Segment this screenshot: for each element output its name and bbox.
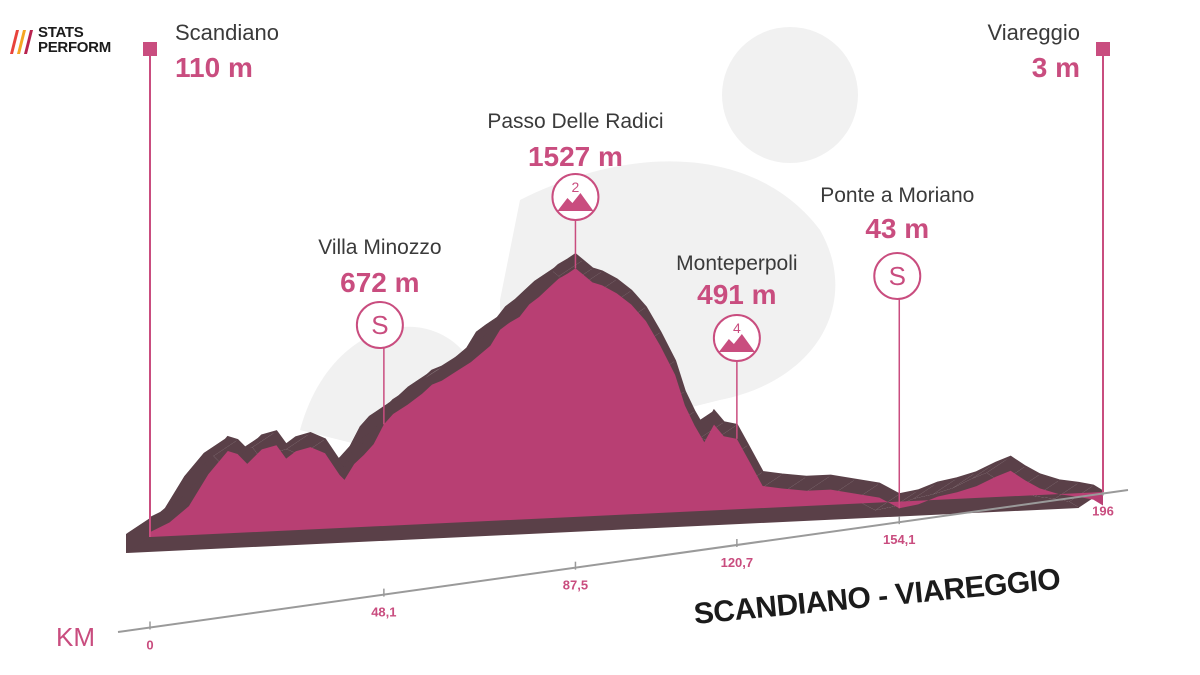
waypoint-passo-delle-radici: Passo Delle Radici 1527 m 2 [487,110,664,269]
profile-top-edge [466,315,501,348]
waypoint-altitude: 491 m [697,279,776,310]
waypoint-name: Ponte a Moriano [820,184,974,207]
mountain-icon [557,193,594,211]
profile-top-edge [164,460,209,509]
x-tick-label: 120,7 [721,555,754,570]
waypoint-name: Villa Minozzo [318,236,441,259]
profile-top-edge [339,430,374,457]
waypoint-altitude: 1527 m [528,141,623,172]
profile-top-edge [855,483,900,511]
profile-top-edge [271,433,311,454]
waypoint-altitude: 43 m [865,213,929,244]
climb-category-label: 2 [572,179,580,195]
profile-top-edge [349,410,384,447]
profile-top-edge [514,273,549,299]
profile-top-edge [986,456,1026,483]
profile-top-edge [972,456,1011,479]
profile-top-edge [894,482,938,507]
x-tick-label: 0 [146,638,153,653]
sprint-badge-icon [355,301,404,349]
start-altitude: 110 m [175,52,253,83]
profile-top-edge [913,478,958,499]
profile-top-edge [782,475,831,493]
x-tick-label: 196 [1092,504,1114,519]
brand-line-1: STATS [38,24,84,41]
x-axis-line [117,489,1129,633]
stats-perform-logo-icon [10,30,33,54]
profile-top-edge [933,472,977,495]
sprint-badge-icon [873,252,922,300]
x-axis-label: KM [56,622,95,652]
mountain-icon [718,334,755,352]
sprint-badge-label: S [889,261,906,291]
brand-line-2: PERFORM [38,39,111,56]
x-tick-label: 48,1 [371,605,396,620]
waypoint-monteperpoli: Monteperpoli 491 m 4 [676,252,798,439]
climb-category-label: 4 [733,320,741,336]
profile-top-edge [875,490,919,511]
waypoint-name: Monteperpoli [676,252,797,275]
finish-name: Viareggio [987,20,1080,45]
profile-top-edge [1054,482,1094,502]
profile-top-edge [286,433,326,456]
profile-ridge-line [149,253,1104,519]
waypoint-altitude: 672 m [340,267,419,298]
x-tick-label: 154,1 [883,532,916,547]
waypoint-name: Passo Delle Radici [487,110,663,133]
start-flag [143,42,157,56]
watermark-cyclist-icon [300,27,858,460]
finish-altitude: 3 m [1032,52,1080,83]
profile-left-face [126,518,150,553]
profile-top-edge [359,399,394,427]
waypoint-ponte-a-moriano: Ponte a Moriano 43 m S [820,184,974,509]
brand-logo: STATS PERFORM [8,24,111,56]
profile-front [150,268,1103,537]
x-tick-label: 87,5 [563,578,588,593]
start-name: Scandiano [175,20,279,45]
watermark-head [722,27,858,163]
sprint-badge-label: S [371,310,388,340]
waypoint-villa-minozzo: Villa Minozzo 672 m S [318,236,442,425]
finish-flag [1096,42,1110,56]
